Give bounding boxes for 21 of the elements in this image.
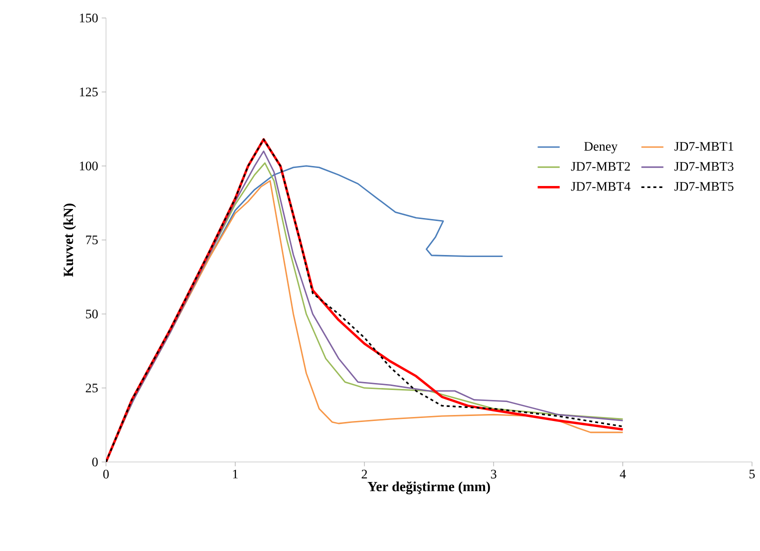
y-tick-label: 100	[80, 162, 98, 170]
legend-label: JD7-MBT4	[571, 182, 630, 191]
y-tick-label: 125	[80, 88, 98, 96]
y-axis-title: Kuvvet (kN)	[63, 204, 76, 277]
x-tick-label: 4	[620, 470, 626, 478]
x-tick-label: 3	[490, 470, 496, 478]
x-axis-title: Yer değiştirme (mm)	[368, 481, 490, 494]
legend-label: JD7-MBT3	[674, 162, 734, 171]
x-tick-label: 0	[103, 470, 109, 478]
legend-label: JD7-MBT5	[674, 182, 734, 191]
legend-label: JD7-MBT2	[571, 162, 630, 171]
legend-label: JD7-MBT1	[674, 142, 734, 151]
x-tick-label: 2	[362, 470, 367, 478]
y-tick-label: 150	[80, 14, 98, 22]
x-tick-label: 1	[233, 470, 238, 478]
y-tick-label: 50	[86, 310, 98, 318]
legend-label: Deney	[584, 142, 618, 154]
y-tick-label: 0	[92, 458, 98, 466]
y-tick-label: 25	[86, 384, 98, 392]
x-tick-label: 5	[750, 470, 755, 478]
y-tick-label: 75	[86, 236, 98, 244]
